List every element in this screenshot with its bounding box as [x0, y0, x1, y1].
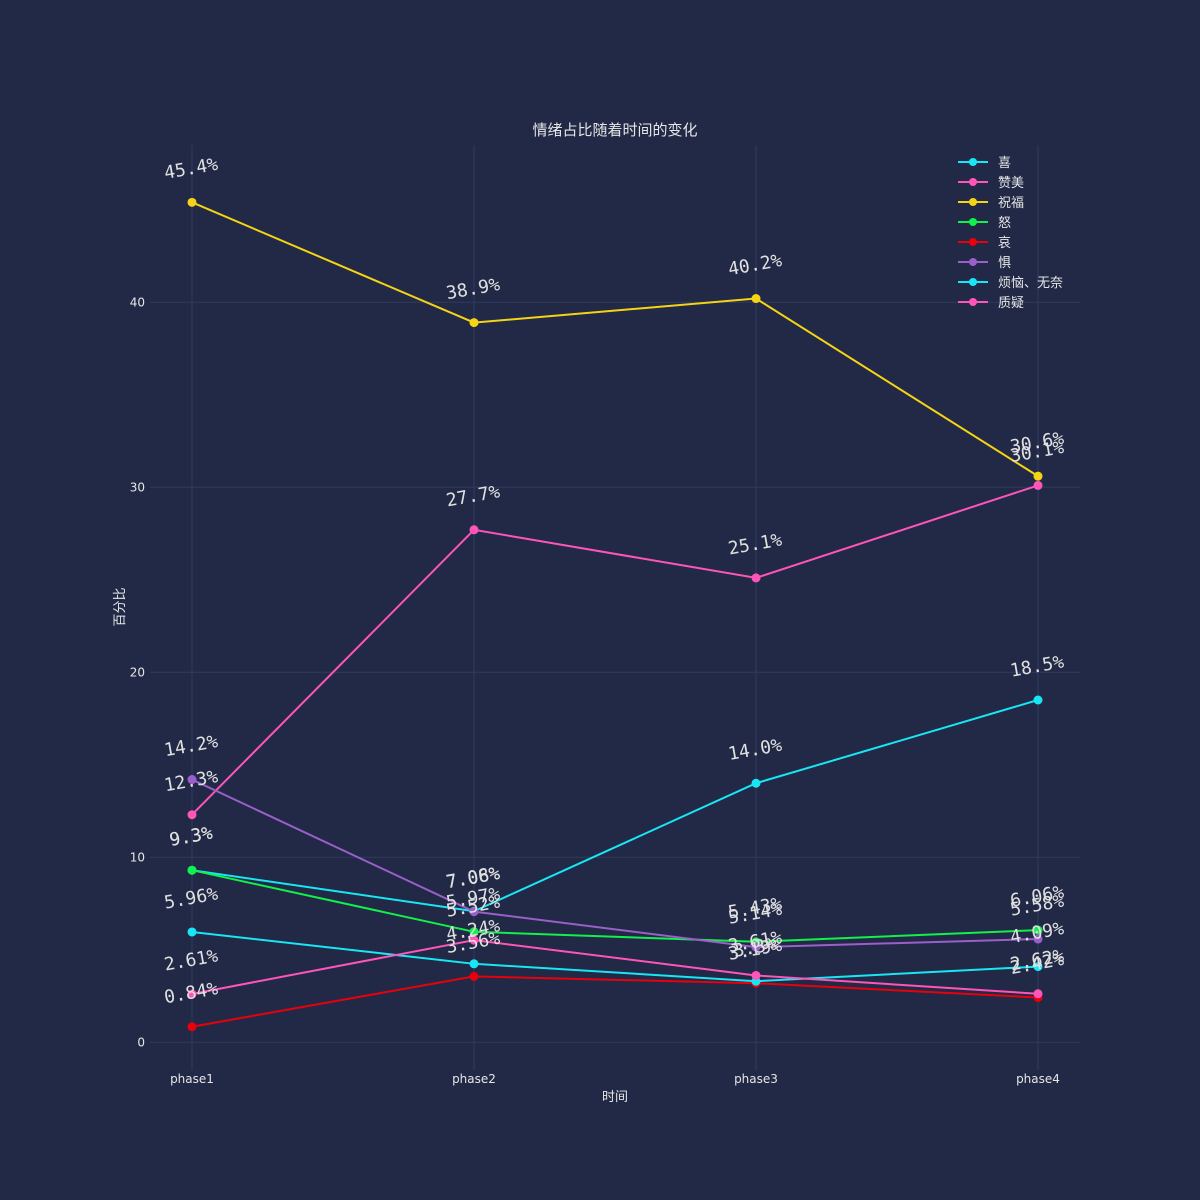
series-line[interactable] — [191, 975, 1039, 1028]
series-2[interactable] — [187, 197, 1043, 481]
legend-label: 惧 — [998, 255, 1011, 271]
x-tick-label: phase2 — [452, 1072, 496, 1086]
legend-item[interactable]: 怒 — [958, 216, 1011, 231]
legend-marker — [969, 218, 977, 226]
series-3[interactable] — [187, 865, 1043, 947]
legend-label: 喜 — [998, 156, 1011, 171]
legend-item[interactable]: 惧 — [958, 255, 1011, 271]
data-point[interactable] — [187, 197, 197, 207]
legend-marker — [969, 238, 977, 246]
series-line[interactable] — [191, 778, 1039, 949]
x-axis-title: 时间 — [602, 1090, 628, 1105]
data-point[interactable] — [1033, 962, 1043, 972]
data-label: 0.84% — [163, 978, 220, 1008]
data-label: 4.09% — [1009, 918, 1066, 948]
series-line[interactable] — [191, 930, 1039, 983]
series-line[interactable] — [191, 869, 1039, 943]
data-label: 5.96% — [163, 884, 220, 914]
legend-label: 怒 — [998, 216, 1011, 231]
series-1[interactable] — [187, 480, 1043, 820]
legend-label: 烦恼、无奈 — [998, 276, 1063, 291]
data-point[interactable] — [469, 971, 479, 981]
data-point[interactable] — [469, 959, 479, 969]
data-point[interactable] — [751, 778, 761, 788]
legend-item[interactable]: 烦恼、无奈 — [958, 276, 1063, 291]
series-line[interactable] — [191, 699, 1039, 913]
legend-marker — [969, 258, 977, 266]
axes: 0 10 20 30 40 phase1 phase2 phase3 phase4 — [130, 295, 1060, 1086]
data-point[interactable] — [187, 810, 197, 820]
legend-item[interactable]: 喜 — [958, 156, 1011, 171]
legend-item[interactable]: 祝福 — [958, 196, 1024, 211]
legend-marker — [969, 298, 977, 306]
data-point[interactable] — [751, 970, 761, 980]
y-axis-title: 百分比 — [113, 587, 128, 626]
series-line[interactable] — [191, 484, 1039, 816]
data-point[interactable] — [469, 935, 479, 945]
data-label: 18.5% — [1009, 652, 1066, 682]
y-tick-label: 10 — [130, 850, 145, 864]
series-0[interactable] — [187, 695, 1043, 916]
series-layer — [187, 197, 1043, 1032]
data-point[interactable] — [187, 775, 197, 785]
data-label: 38.9% — [445, 274, 502, 304]
data-label: 45.4% — [163, 154, 220, 184]
y-tick-label: 0 — [137, 1035, 145, 1049]
x-tick-label: phase3 — [734, 1072, 778, 1086]
data-point[interactable] — [187, 927, 197, 937]
chart-title: 情绪占比随着时间的变化 — [532, 121, 697, 139]
series-line[interactable] — [191, 939, 1039, 995]
series-4[interactable] — [187, 971, 1043, 1032]
legend-marker — [969, 158, 977, 166]
data-label: 9.3% — [168, 823, 214, 851]
series-5[interactable] — [187, 775, 1043, 952]
data-label: 12.3% — [163, 766, 220, 796]
data-point[interactable] — [1033, 989, 1043, 999]
series-line[interactable] — [191, 201, 1039, 477]
data-point[interactable] — [751, 294, 761, 304]
data-label: 40.2% — [727, 250, 784, 280]
data-point[interactable] — [469, 318, 479, 328]
data-point[interactable] — [187, 1022, 197, 1032]
data-point[interactable] — [469, 525, 479, 535]
data-point[interactable] — [1033, 695, 1043, 705]
legend-marker — [969, 278, 977, 286]
series-7[interactable] — [187, 935, 1043, 999]
data-label: 14.2% — [163, 731, 220, 761]
legend-label: 质疑 — [998, 295, 1024, 311]
y-tick-label: 20 — [130, 665, 145, 679]
data-label: 25.1% — [727, 529, 784, 559]
data-point[interactable] — [751, 942, 761, 952]
data-label: 14.0% — [727, 735, 784, 765]
data-labels: 9.3%7.08%14.0%18.5%12.3%27.7%25.1%30.1%4… — [163, 154, 1066, 1008]
data-point[interactable] — [751, 573, 761, 583]
legend-label: 赞美 — [998, 176, 1024, 191]
data-point[interactable] — [1033, 480, 1043, 490]
legend-label: 哀 — [998, 236, 1011, 251]
y-tick-label: 30 — [130, 480, 145, 494]
data-label: 2.61% — [163, 945, 220, 975]
x-tick-label: phase1 — [170, 1072, 214, 1086]
data-point[interactable] — [187, 989, 197, 999]
legend-marker — [969, 178, 977, 186]
data-point[interactable] — [469, 927, 479, 937]
legend-item[interactable]: 赞美 — [958, 176, 1024, 191]
data-point[interactable] — [1033, 925, 1043, 935]
legend-item[interactable]: 质疑 — [958, 295, 1024, 311]
legend-item[interactable]: 哀 — [958, 236, 1011, 251]
data-point[interactable] — [1033, 471, 1043, 481]
data-point[interactable] — [1033, 934, 1043, 944]
data-point[interactable] — [469, 907, 479, 917]
data-label: 27.7% — [445, 481, 502, 511]
x-tick-label: phase4 — [1016, 1072, 1060, 1086]
legend-label: 祝福 — [998, 196, 1024, 211]
legend-marker — [969, 198, 977, 206]
grid — [150, 145, 1080, 1070]
data-point[interactable] — [187, 865, 197, 875]
y-tick-label: 40 — [130, 295, 145, 309]
